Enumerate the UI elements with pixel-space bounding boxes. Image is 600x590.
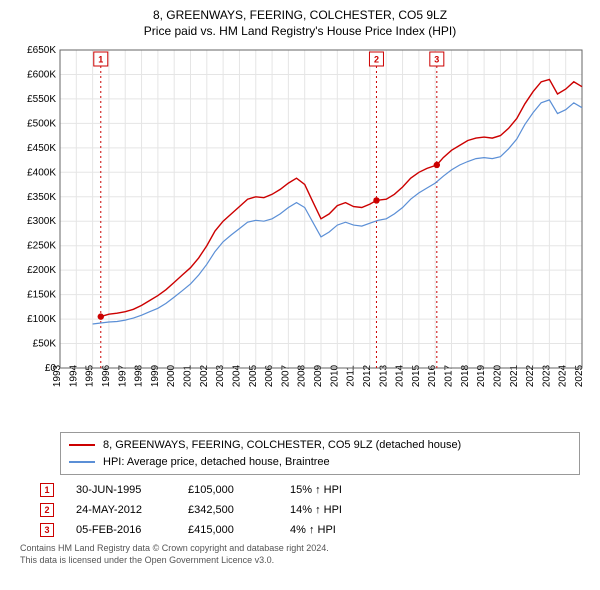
legend-label: 8, GREENWAYS, FEERING, COLCHESTER, CO5 9… <box>103 437 461 454</box>
table-row: 1 30-JUN-1995 £105,000 15% ↑ HPI <box>40 483 580 497</box>
legend-label: HPI: Average price, detached house, Brai… <box>103 454 330 471</box>
tx-marker-icon: 3 <box>40 523 54 537</box>
tx-price: £342,500 <box>188 504 268 516</box>
svg-text:3: 3 <box>434 54 439 64</box>
tx-marker-icon: 1 <box>40 483 54 497</box>
legend-item: 8, GREENWAYS, FEERING, COLCHESTER, CO5 9… <box>69 437 571 454</box>
svg-text:£50K: £50K <box>33 339 57 350</box>
svg-text:£250K: £250K <box>27 241 56 252</box>
svg-text:£200K: £200K <box>27 265 56 276</box>
svg-text:£550K: £550K <box>27 94 56 105</box>
tx-pct: 15% ↑ HPI <box>290 484 390 496</box>
svg-text:£100K: £100K <box>27 314 56 325</box>
title-subtitle: Price paid vs. HM Land Registry's House … <box>10 24 590 38</box>
svg-text:£150K: £150K <box>27 290 56 301</box>
tx-price: £105,000 <box>188 484 268 496</box>
tx-pct: 14% ↑ HPI <box>290 504 390 516</box>
table-row: 3 05-FEB-2016 £415,000 4% ↑ HPI <box>40 523 580 537</box>
svg-text:£500K: £500K <box>27 118 56 129</box>
tx-marker-icon: 2 <box>40 503 54 517</box>
transactions-table: 1 30-JUN-1995 £105,000 15% ↑ HPI 2 24-MA… <box>40 483 580 537</box>
chart-title: 8, GREENWAYS, FEERING, COLCHESTER, CO5 9… <box>10 8 590 38</box>
svg-text:£600K: £600K <box>27 69 56 80</box>
svg-text:2: 2 <box>374 54 379 64</box>
svg-text:£400K: £400K <box>27 167 56 178</box>
legend-item: HPI: Average price, detached house, Brai… <box>69 454 571 471</box>
svg-text:£650K: £650K <box>27 45 56 56</box>
tx-date: 05-FEB-2016 <box>76 524 166 536</box>
svg-text:1: 1 <box>98 54 103 64</box>
footer-attribution: Contains HM Land Registry data © Crown c… <box>10 543 590 572</box>
svg-text:£300K: £300K <box>27 216 56 227</box>
footer-line1: Contains HM Land Registry data © Crown c… <box>20 543 580 555</box>
tx-date: 30-JUN-1995 <box>76 484 166 496</box>
legend: 8, GREENWAYS, FEERING, COLCHESTER, CO5 9… <box>60 432 580 475</box>
title-address: 8, GREENWAYS, FEERING, COLCHESTER, CO5 9… <box>10 8 590 22</box>
svg-text:£450K: £450K <box>27 143 56 154</box>
legend-swatch <box>69 444 95 446</box>
price-chart: £0£50K£100K£150K£200K£250K£300K£350K£400… <box>10 44 590 424</box>
footer-line2: This data is licensed under the Open Gov… <box>20 555 580 567</box>
tx-date: 24-MAY-2012 <box>76 504 166 516</box>
tx-pct: 4% ↑ HPI <box>290 524 390 536</box>
svg-text:£350K: £350K <box>27 192 56 203</box>
tx-price: £415,000 <box>188 524 268 536</box>
legend-swatch <box>69 461 95 463</box>
table-row: 2 24-MAY-2012 £342,500 14% ↑ HPI <box>40 503 580 517</box>
